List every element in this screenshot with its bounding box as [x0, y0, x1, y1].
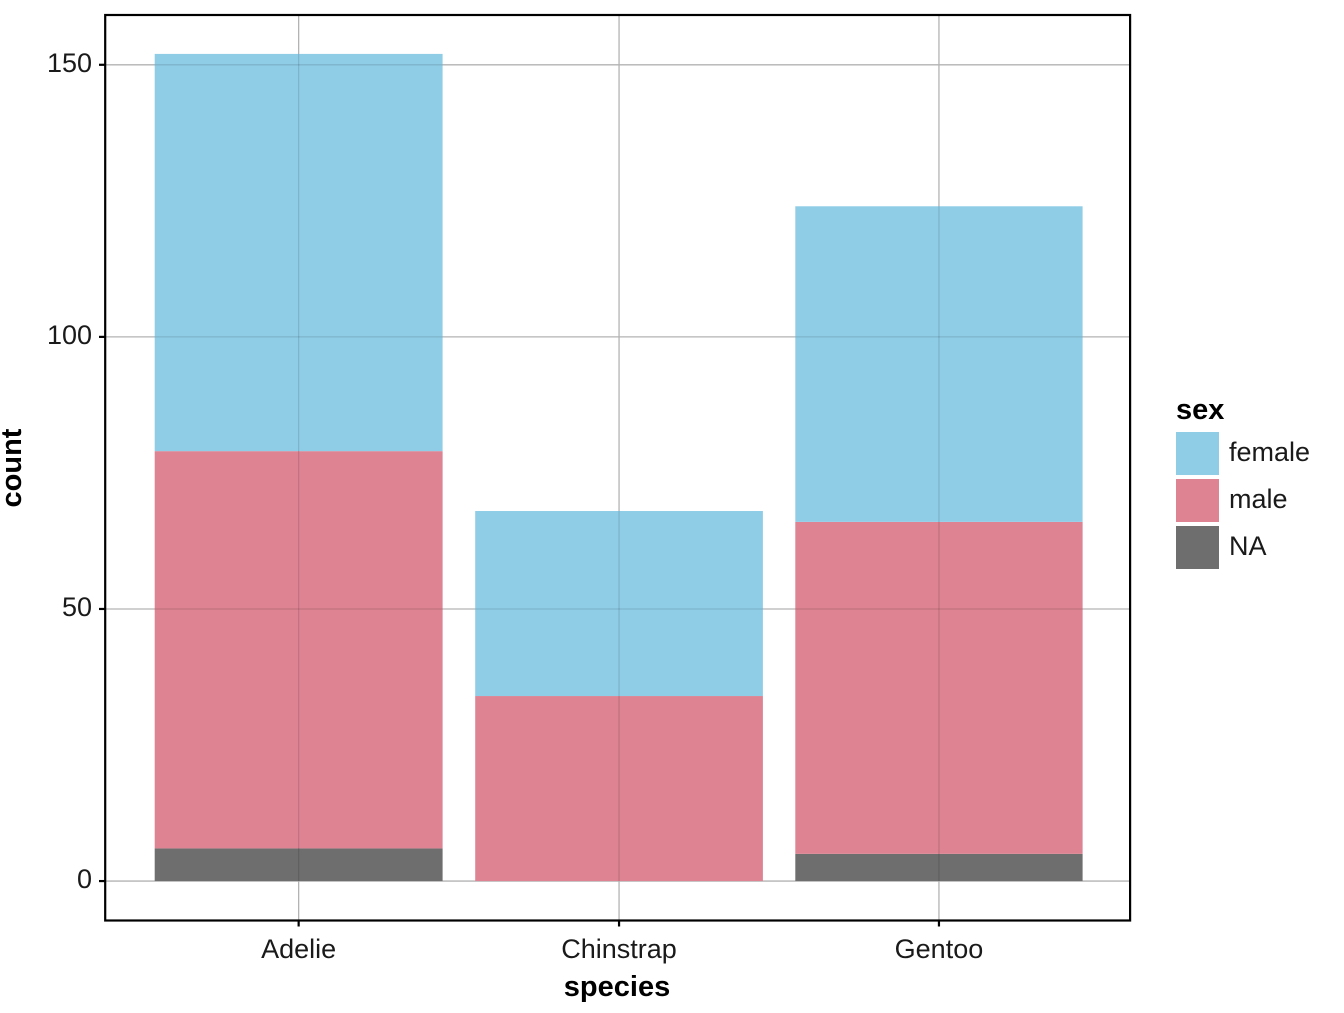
svg-text:count: count	[0, 428, 28, 507]
svg-text:species: species	[564, 971, 670, 1003]
svg-text:Chinstrap: Chinstrap	[561, 934, 677, 964]
svg-text:100: 100	[47, 320, 92, 350]
svg-text:sex: sex	[1176, 394, 1224, 426]
svg-text:Gentoo: Gentoo	[895, 934, 984, 964]
svg-text:0: 0	[77, 864, 92, 894]
svg-text:male: male	[1229, 484, 1288, 514]
svg-text:female: female	[1229, 437, 1310, 467]
svg-text:150: 150	[47, 48, 92, 78]
svg-text:Adelie: Adelie	[261, 934, 336, 964]
svg-text:NA: NA	[1229, 531, 1267, 561]
svg-text:50: 50	[62, 592, 92, 622]
